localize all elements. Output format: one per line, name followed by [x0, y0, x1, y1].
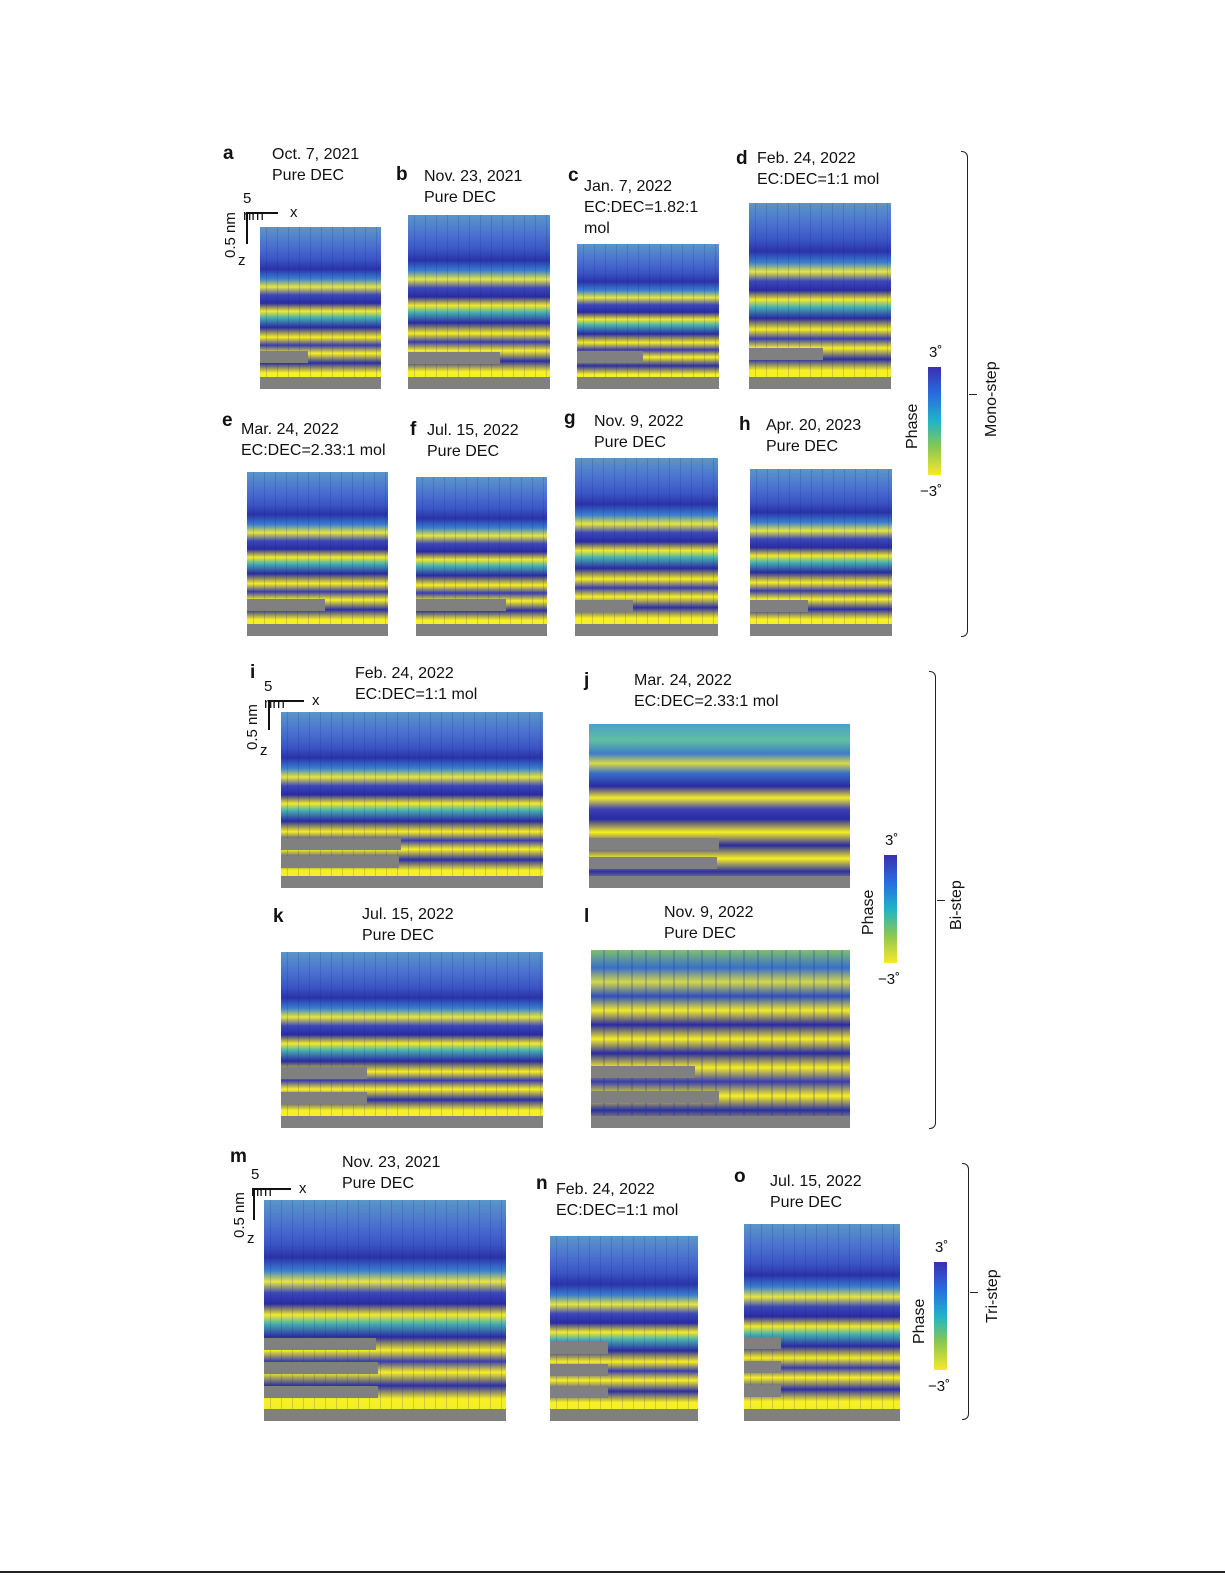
phase-map-e [247, 472, 388, 636]
colorbar-min-3: −3˚ [928, 1378, 951, 1395]
scale-x-axis: x [290, 204, 298, 221]
panel-label-m: m [230, 1146, 247, 1167]
colorbar-3 [934, 1262, 947, 1370]
colorbar-1 [928, 367, 941, 475]
phase-map-m [264, 1200, 506, 1421]
scale-x-length: 5 nm [251, 1166, 272, 1200]
panel-caption-i: Feb. 24, 2022 EC:DEC=1:1 mol [355, 665, 478, 703]
panel-label-j: j [584, 670, 590, 691]
scale-x-length: 5 nm [243, 190, 264, 224]
panel-label-g: g [564, 408, 576, 429]
phase-map-f [416, 477, 547, 636]
panel-label-e: e [222, 410, 233, 431]
scale-z-length: 0.5 nm [222, 212, 239, 258]
phase-map-n [550, 1236, 698, 1421]
scale-x-axis: x [312, 692, 320, 709]
scale-z-axis: z [247, 1230, 255, 1247]
panel-caption-f: Jul. 15, 2022 Pure DEC [427, 422, 519, 460]
panel-caption-e: Mar. 24, 2022 EC:DEC=2.33:1 mol [241, 421, 386, 459]
phase-map-k [281, 952, 543, 1128]
panel-caption-a: Oct. 7, 2021 Pure DEC [272, 146, 360, 184]
panel-caption-h: Apr. 20, 2023 Pure DEC [766, 417, 862, 455]
panel-label-b: b [396, 164, 408, 185]
phase-map-l [591, 950, 850, 1128]
panel-caption-o: Jul. 15, 2022 Pure DEC [770, 1173, 862, 1211]
colorbar-2 [884, 855, 897, 963]
phase-map-c [577, 244, 719, 389]
scale-z-axis: z [260, 742, 268, 759]
panel-label-f: f [410, 419, 417, 440]
phase-map-b [408, 215, 550, 389]
panel-caption-c: Jan. 7, 2022 EC:DEC=1.82:1 mol [584, 178, 699, 237]
panel-caption-m: Nov. 23, 2021 Pure DEC [342, 1154, 441, 1192]
brace-mono [961, 151, 977, 637]
phase-map-h [750, 469, 892, 636]
phase-map-d [749, 203, 891, 389]
brace-bi [929, 671, 945, 1129]
scale-z-length: 0.5 nm [244, 704, 261, 750]
colorbar-max-1: 3˚ [929, 344, 943, 361]
scale-x-axis: x [299, 1180, 307, 1197]
page-bottom-rule [0, 1571, 1225, 1573]
phase-map-o [744, 1224, 900, 1421]
panel-caption-d: Feb. 24, 2022 EC:DEC=1:1 mol [757, 150, 880, 188]
colorbar-title-3: Phase [911, 1298, 928, 1344]
panel-caption-j: Mar. 24, 2022 EC:DEC=2.33:1 mol [634, 672, 779, 710]
panel-caption-k: Jul. 15, 2022 Pure DEC [362, 906, 454, 944]
panel-label-h: h [739, 414, 751, 435]
panel-label-l: l [584, 906, 590, 927]
group-label-mono: Mono-step [983, 361, 1000, 437]
panel-label-n: n [536, 1173, 548, 1194]
panel-caption-g: Nov. 9, 2022 Pure DEC [594, 413, 684, 451]
phase-map-a [260, 227, 381, 389]
panel-caption-l: Nov. 9, 2022 Pure DEC [664, 904, 754, 942]
phase-map-g [575, 458, 718, 636]
scale-z-axis: z [238, 252, 246, 269]
colorbar-max-3: 3˚ [935, 1239, 949, 1256]
colorbar-title-2: Phase [860, 889, 877, 935]
colorbar-min-1: −3˚ [920, 483, 943, 500]
panel-label-i: i [250, 662, 256, 683]
scale-z-length: 0.5 nm [231, 1192, 248, 1238]
group-label-bi: Bi-step [948, 880, 965, 930]
brace-tri [962, 1163, 978, 1420]
panel-label-a: a [223, 143, 234, 164]
panel-caption-n: Feb. 24, 2022 EC:DEC=1:1 mol [556, 1181, 679, 1219]
phase-map-i [281, 712, 543, 888]
panel-label-o: o [734, 1166, 746, 1187]
panel-label-d: d [736, 148, 748, 169]
panel-label-k: k [273, 906, 284, 927]
colorbar-max-2: 3˚ [885, 832, 899, 849]
colorbar-min-2: −3˚ [878, 971, 901, 988]
group-label-tri: Tri-step [984, 1269, 1001, 1323]
phase-map-j [589, 724, 850, 888]
panel-label-c: c [568, 165, 579, 186]
colorbar-title-1: Phase [904, 403, 921, 449]
panel-caption-b: Nov. 23, 2021 Pure DEC [424, 168, 523, 206]
